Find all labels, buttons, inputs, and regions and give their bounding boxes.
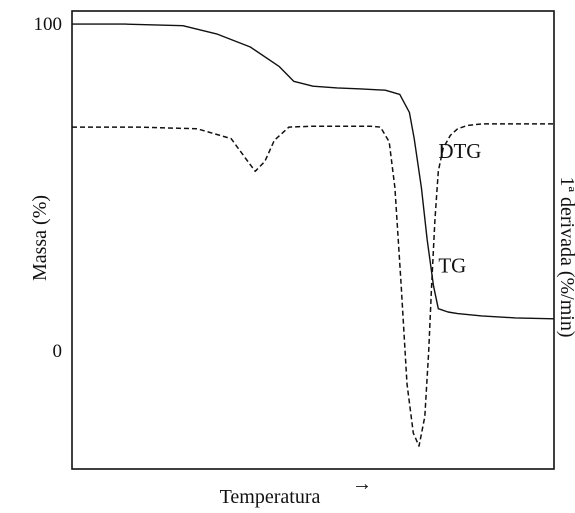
series-labels: TG DTG bbox=[438, 139, 481, 278]
series-label-dtg: DTG bbox=[438, 139, 481, 163]
y-tick-label: 0 bbox=[53, 341, 63, 362]
y-ticks: 100 0 bbox=[34, 14, 63, 362]
series-line-tg bbox=[72, 23, 555, 320]
y-axis-label-left: Massa (%) bbox=[29, 195, 51, 281]
x-axis-label: Temperatura bbox=[220, 486, 321, 508]
x-axis-arrow-icon: → bbox=[352, 473, 372, 495]
plot-frame bbox=[71, 10, 555, 470]
series-label-tg: TG bbox=[438, 254, 466, 278]
y-tick-label: 100 bbox=[34, 14, 63, 35]
series-layer bbox=[72, 23, 555, 447]
series-line-dtg bbox=[72, 123, 554, 447]
y-axis-label-right: 1ª derivada (%/min) bbox=[556, 176, 575, 337]
